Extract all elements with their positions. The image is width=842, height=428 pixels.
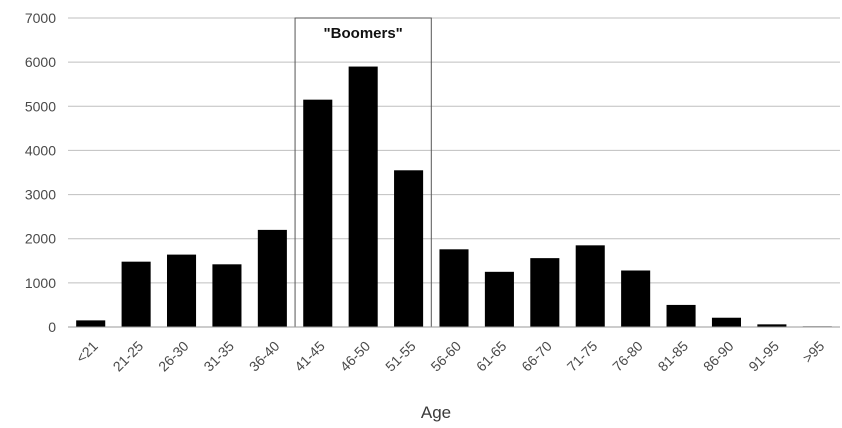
- x-tick-label-lt21: <21: [73, 338, 101, 366]
- bars: [76, 66, 832, 328]
- y-tick-label-2000: 2000: [25, 231, 56, 247]
- bar-61-65: [484, 271, 514, 327]
- x-tick-label-71-75: 71-75: [564, 338, 601, 375]
- bar-91-95: [757, 324, 787, 327]
- x-tick-label-gt95: >95: [799, 338, 827, 366]
- bar-26-30: [166, 254, 197, 327]
- y-tick-label-6000: 6000: [25, 54, 56, 70]
- boomers-label: "Boomers": [324, 25, 403, 42]
- x-tick-label-91-95: 91-95: [745, 338, 782, 375]
- gridlines: [68, 17, 840, 284]
- x-tick-label-31-35: 31-35: [200, 338, 237, 375]
- bar-56-60: [439, 249, 469, 327]
- x-axis-title: Age: [421, 403, 451, 422]
- x-tick-label-61-65: 61-65: [473, 338, 510, 375]
- bar-36-40: [257, 229, 287, 327]
- y-tick-label-0: 0: [48, 319, 56, 335]
- bar-51-55: [394, 170, 424, 327]
- x-tick-label-86-90: 86-90: [700, 338, 737, 375]
- x-tick-label-46-50: 46-50: [337, 338, 374, 375]
- x-tick-label-76-80: 76-80: [609, 338, 646, 375]
- y-tick-label-4000: 4000: [25, 142, 56, 158]
- x-tick-label-66-70: 66-70: [518, 338, 555, 375]
- bar-lt21: [76, 320, 106, 327]
- x-tick-label-56-60: 56-60: [427, 338, 464, 375]
- x-tick-label-26-30: 26-30: [155, 338, 192, 375]
- y-tick-label-1000: 1000: [25, 275, 56, 291]
- x-tick-label-51-55: 51-55: [382, 338, 419, 375]
- y-tick-label-5000: 5000: [25, 98, 56, 114]
- bar-71-75: [575, 245, 605, 327]
- bar-41-45: [303, 99, 333, 328]
- y-tick-label-3000: 3000: [25, 187, 56, 203]
- y-axis-ticks: 0 1000 2000 3000 4000 5000 6000 7000: [25, 10, 56, 335]
- x-axis-ticks: <21 21-25 26-30 31-35 36-40 41-45 46-50 51-55 56…: [73, 338, 828, 375]
- y-tick-label-7000: 7000: [25, 10, 56, 26]
- x-tick-label-36-40: 36-40: [246, 338, 283, 375]
- x-tick-label-81-85: 81-85: [655, 338, 692, 375]
- bar-76-80: [621, 270, 651, 327]
- x-tick-label-41-45: 41-45: [291, 338, 328, 375]
- bar-46-50: [348, 66, 378, 328]
- x-tick-label-21-25: 21-25: [110, 338, 147, 375]
- bar-31-35: [212, 264, 242, 327]
- bar-21-25: [121, 261, 151, 327]
- bar-81-85: [666, 304, 696, 327]
- bar-66-70: [530, 258, 560, 327]
- bar-86-90: [711, 317, 742, 327]
